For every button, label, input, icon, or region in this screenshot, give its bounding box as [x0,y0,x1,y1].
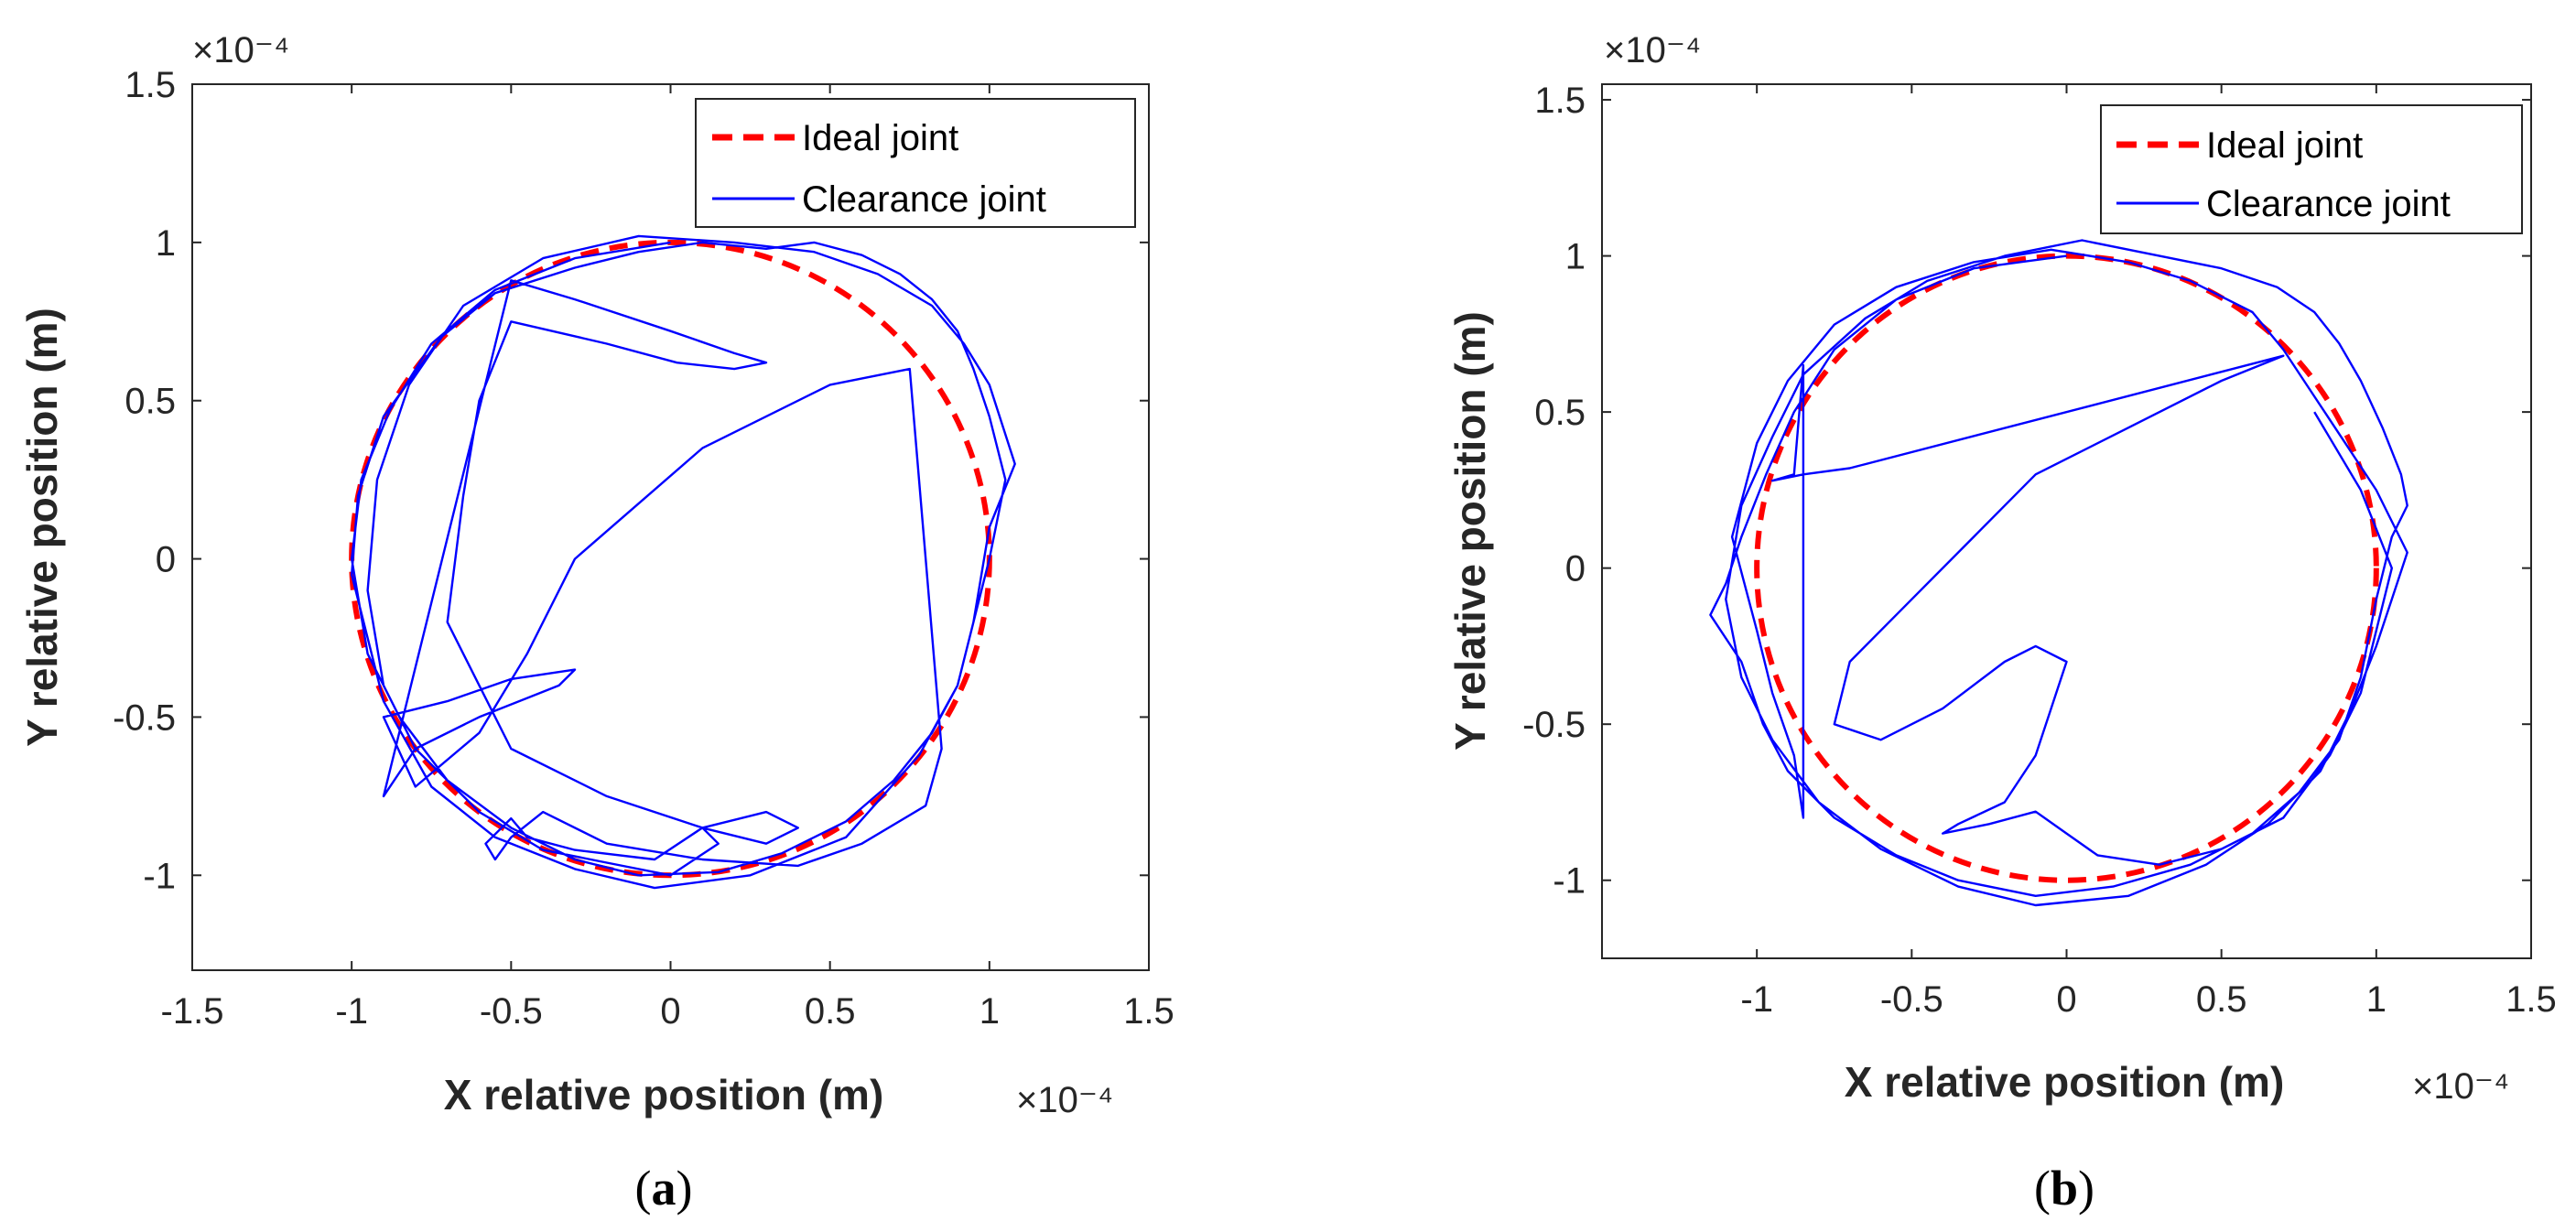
x-axis-label-b: X relative position (m) [1845,1058,2285,1106]
x-exponent-label-a: ×10⁻⁴ [1016,1080,1113,1120]
legend-box-b [2100,104,2523,234]
legend-ideal-label-a: Ideal joint [802,118,958,158]
x-tick-label: 1.5 [2506,979,2557,1020]
panel-label-b: (b) [2034,1161,2094,1216]
y-tick-label: 1 [156,223,176,264]
x-tick-label: -0.5 [1880,979,1943,1020]
panel-label-a: (a) [635,1161,693,1216]
x-tick-label: -1.5 [161,991,224,1032]
y-tick-label: 1.5 [124,65,176,105]
x-tick-label: 0 [2056,979,2076,1020]
y-exponent-label-a: ×10⁻⁴ [192,30,289,70]
x-tick-label: 0 [660,991,680,1032]
clearance-joint-curve-b [1709,239,2408,907]
y-tick-label: -0.5 [113,697,176,738]
y-ticks-b: -1 -0.5 0 0.5 1 1.5 [1522,81,2531,902]
legend-clearance-label-a: Clearance joint [802,179,1046,220]
x-tick-label: 1 [2366,979,2387,1020]
y-exponent-label-b: ×10⁻⁴ [1604,30,1701,70]
y-axis-label-b: Y relative position (m) [1446,311,1494,751]
x-ticks-b: -1 -0.5 0 0.5 1 1.5 [1740,84,2557,1020]
legend-box-a [695,98,1136,228]
ideal-joint-line [1754,253,2379,883]
legend-clearance-label-b: Clearance joint [2206,184,2451,224]
x-tick-label: 1 [980,991,1000,1032]
ideal-joint-curve-b [1754,253,2379,883]
x-exponent-label-b: ×10⁻⁴ [2412,1066,2509,1107]
x-axis-label-a: X relative position (m) [444,1071,884,1119]
legend-a: Ideal joint Clearance joint [695,98,1136,228]
y-tick-label: 0 [156,540,176,580]
x-tick-label: -1 [1740,979,1773,1020]
x-tick-label: 0.5 [805,991,856,1032]
y-ticks-a: -1 -0.5 0 0.5 1 1.5 [113,65,1149,896]
x-tick-label: 0.5 [2196,979,2247,1020]
y-tick-label: 0.5 [124,382,176,422]
y-tick-label: -1 [1553,861,1586,902]
y-tick-label: -1 [143,856,176,896]
clearance-joint-line [1709,239,2408,907]
y-axis-label-a: Y relative position (m) [18,308,66,747]
y-tick-label: -0.5 [1522,705,1586,745]
x-ticks-a: -1.5 -1 -0.5 0 0.5 1 1.5 [161,84,1174,1032]
legend-ideal-label-b: Ideal joint [2206,125,2363,166]
clearance-joint-line [351,234,1016,890]
legend-b: Ideal joint Clearance joint [2100,104,2523,234]
x-tick-label: -1 [335,991,368,1032]
x-tick-label: -0.5 [480,991,543,1032]
panel-a: -1.5 -1 -0.5 0 0.5 1 1.5 -1-0.500.511.5 ×10⁻⁴ … [18,30,1174,1216]
panel-b: -1 -0.5 0 0.5 1 1.5 -1 -0.5 0 0.5 1 1.5 ×10⁻⁴ ×10⁻… [1446,30,2557,1216]
y-tick-label: 1.5 [1534,81,1586,121]
y-tick-label: 0.5 [1534,393,1586,433]
clearance-joint-curve-a [351,234,1016,890]
y-tick-label: 1 [1565,237,1586,277]
y-tick-label: 0 [1565,549,1586,589]
x-tick-label: 1.5 [1123,991,1174,1032]
